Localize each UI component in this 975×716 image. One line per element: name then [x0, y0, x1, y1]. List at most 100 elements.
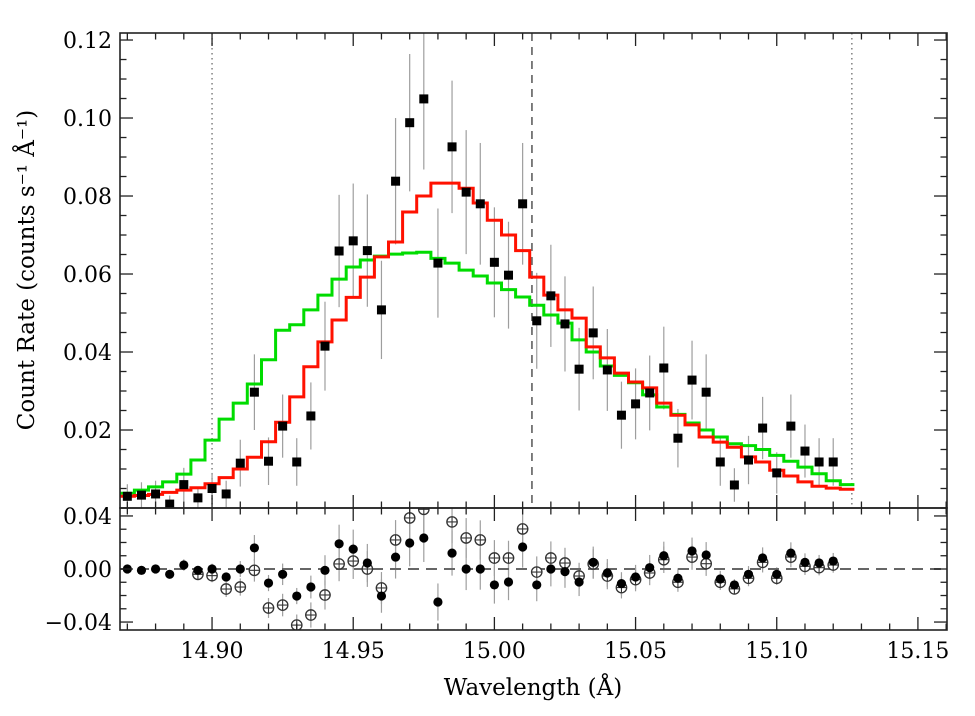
residual-open-point	[559, 557, 571, 569]
data-point-square	[264, 456, 274, 466]
residual-open-point	[262, 602, 275, 614]
data-point-square	[631, 399, 641, 409]
data-point-square	[800, 446, 810, 456]
data-point-square	[278, 421, 288, 431]
residual-filled-point	[136, 565, 147, 575]
data-point-square	[489, 257, 499, 267]
residual-filled-point	[828, 556, 838, 566]
residual-filled-point	[306, 582, 316, 592]
residual-open-point	[206, 569, 218, 582]
residual-filled-point	[376, 591, 387, 601]
residual-filled-point	[814, 558, 824, 568]
data-point-square	[744, 455, 754, 465]
y-tick-label: 0.08	[63, 185, 112, 210]
residual-filled-point	[786, 548, 796, 558]
residual-filled-point	[489, 580, 499, 590]
residual-filled-point	[659, 551, 669, 561]
residual-filled-point	[263, 578, 274, 588]
residual-filled-point	[292, 591, 302, 601]
residual-open-point	[460, 532, 473, 544]
data-point-square	[602, 365, 612, 375]
data-point-square	[447, 142, 457, 152]
residual-open-point	[389, 534, 402, 546]
residual-open-point	[276, 599, 289, 611]
data-point-square	[518, 199, 528, 209]
residual-filled-point	[687, 546, 697, 556]
y-tick-label: 0.02	[63, 419, 112, 444]
residual-open-point	[488, 552, 501, 564]
data-point-square	[504, 270, 514, 280]
y-tick-label: 0.00	[63, 558, 112, 583]
x-axis-label: Wavelength (Å)	[444, 673, 622, 701]
residual-filled-point	[334, 539, 344, 549]
data-point-square	[207, 484, 217, 494]
data-point-square	[165, 499, 175, 508]
data-point-square	[376, 305, 386, 315]
model-red-curve	[120, 181, 855, 498]
data-point-square	[136, 490, 146, 500]
data-point-square	[249, 387, 259, 397]
data-point-square	[715, 457, 725, 467]
y-tick-label: 0.12	[63, 29, 112, 54]
data-point-square	[334, 246, 344, 256]
y-tick-label: 0.10	[63, 107, 112, 132]
data-point-square	[179, 480, 189, 490]
data-point-square	[574, 364, 584, 374]
data-point-square	[673, 433, 683, 443]
residual-filled-point	[179, 560, 189, 570]
residual-open-point	[319, 589, 331, 601]
x-tick-label: 15.15	[886, 639, 949, 664]
residual-filled-point	[249, 543, 259, 553]
residual-open-point	[417, 508, 430, 516]
data-point-square	[687, 375, 697, 385]
residual-filled-point	[433, 597, 443, 607]
residual-filled-point	[630, 572, 641, 582]
residual-filled-point	[362, 558, 372, 568]
residual-open-point	[502, 552, 515, 564]
residual-filled-point	[772, 569, 782, 579]
residual-open-point	[474, 534, 487, 546]
data-point-square	[235, 458, 245, 468]
data-point-square	[122, 491, 132, 501]
data-point-square	[348, 236, 358, 246]
data-point-square	[701, 387, 711, 397]
data-point-square	[645, 388, 655, 398]
residual-filled-point	[701, 550, 711, 560]
residual-filled-point	[165, 569, 175, 579]
residual-filled-point	[673, 573, 683, 583]
y-axis-label: Count Rate (counts s⁻¹ Å⁻¹)	[12, 110, 40, 430]
residual-filled-point	[348, 544, 358, 554]
residual-filled-point	[616, 578, 627, 589]
data-point-square	[306, 411, 316, 421]
residual-open-point	[234, 581, 247, 593]
residual-filled-point	[800, 557, 810, 567]
residual-filled-point	[743, 569, 754, 579]
residual-filled-point	[645, 563, 655, 573]
residual-open-point	[305, 609, 317, 621]
data-point-square	[729, 480, 739, 490]
residual-filled-point	[503, 577, 514, 587]
y-tick-label: −0.04	[45, 611, 112, 636]
y-tick-label: 0.06	[63, 263, 112, 288]
residual-open-point	[347, 555, 360, 567]
residual-filled-point	[320, 565, 330, 575]
residual-filled-point	[588, 557, 598, 567]
data-point-square	[405, 118, 415, 128]
residual-open-point	[333, 558, 345, 570]
residual-filled-point	[278, 569, 288, 579]
residual-filled-point	[150, 564, 161, 574]
data-point-square	[828, 457, 838, 467]
residual-filled-point	[475, 564, 485, 574]
data-point-square	[560, 319, 570, 329]
data-point-square	[221, 489, 231, 499]
data-point-square	[461, 187, 471, 197]
residual-filled-point	[461, 564, 471, 574]
residual-open-point	[516, 523, 529, 535]
main-panel-frame	[119, 32, 948, 509]
residual-open-point	[248, 564, 261, 577]
residual-open-point	[545, 552, 557, 564]
data-point-square	[362, 246, 372, 256]
residual-filled-point	[419, 533, 429, 543]
residual-open-point	[700, 557, 713, 570]
